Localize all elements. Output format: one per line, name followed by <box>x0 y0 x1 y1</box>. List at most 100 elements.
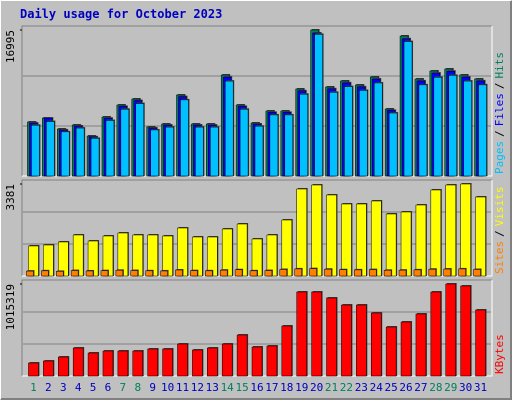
bar <box>400 211 412 277</box>
bar <box>87 352 99 377</box>
bar <box>56 271 64 277</box>
bar <box>90 138 100 177</box>
bar <box>41 270 49 277</box>
x-tick-label: 31 <box>474 381 487 394</box>
bar <box>403 41 413 177</box>
bar <box>26 270 34 277</box>
bar <box>175 269 183 277</box>
bar <box>205 270 213 277</box>
bar <box>279 269 288 277</box>
bar <box>326 297 337 377</box>
bar <box>460 183 471 277</box>
x-tick-label: 6 <box>105 381 112 394</box>
bar <box>100 270 109 277</box>
bar <box>147 348 158 377</box>
bar <box>385 326 397 377</box>
legend-separator: / <box>493 130 506 137</box>
legend-separator: / <box>493 83 506 90</box>
x-tick-label: 4 <box>75 381 82 394</box>
bar <box>445 283 456 377</box>
bar <box>160 270 168 277</box>
x-tick-label: 8 <box>134 381 141 394</box>
bar <box>236 334 248 377</box>
bar <box>162 348 173 377</box>
bar <box>105 120 115 177</box>
bar <box>135 103 145 177</box>
bar <box>224 80 234 177</box>
bar <box>115 270 124 277</box>
panel-bevel <box>21 25 492 176</box>
bar <box>311 184 322 277</box>
bar <box>398 269 407 277</box>
x-tick-label: 29 <box>444 381 457 394</box>
bar <box>195 126 204 177</box>
bar <box>473 269 481 277</box>
bar <box>221 343 233 377</box>
bar <box>165 126 174 177</box>
chart-title: Daily usage for October 2023 <box>20 7 222 21</box>
bar <box>324 268 332 277</box>
bar <box>314 34 323 177</box>
bar <box>430 291 442 377</box>
bar <box>344 86 353 177</box>
bar <box>415 313 427 377</box>
bar <box>463 80 472 177</box>
y-tick-label: 3381 <box>4 184 17 211</box>
bar <box>207 347 218 377</box>
x-tick-label: 26 <box>399 381 412 394</box>
bar <box>75 127 85 177</box>
bar <box>433 77 443 177</box>
bar <box>428 268 437 277</box>
bar <box>341 304 352 377</box>
x-tick-label: 2 <box>45 381 52 394</box>
legend-entry: KBytes <box>493 334 506 374</box>
legend-entry: Visits <box>493 187 506 227</box>
x-tick-label: 28 <box>429 381 442 394</box>
bar <box>356 203 367 277</box>
bar <box>445 184 456 277</box>
bar <box>61 131 70 177</box>
bar <box>266 345 278 377</box>
bar <box>284 114 294 177</box>
bar <box>370 312 382 377</box>
bar <box>281 219 293 277</box>
bar <box>458 268 466 277</box>
y-tick-label: 16995 <box>4 30 17 63</box>
legend-entry: Files <box>493 93 506 126</box>
bar <box>234 269 243 277</box>
bar <box>219 269 228 277</box>
bar <box>354 269 362 277</box>
legend-entry: Pages <box>493 141 506 174</box>
bar <box>58 356 69 377</box>
x-tick-label: 25 <box>385 381 398 394</box>
legend: KBytes <box>493 334 506 374</box>
bar <box>192 349 203 377</box>
bar <box>72 347 84 377</box>
bar <box>388 112 398 177</box>
bar <box>236 223 248 277</box>
x-tick-label: 23 <box>355 381 368 394</box>
bar <box>413 269 422 277</box>
legend: Pages / Files / Hits <box>493 52 506 174</box>
bar <box>385 213 397 277</box>
panel-bevel <box>21 279 492 376</box>
x-tick-label: 9 <box>149 381 156 394</box>
bar <box>130 270 139 277</box>
bar <box>85 270 94 277</box>
bar <box>415 204 427 277</box>
bar <box>370 200 382 277</box>
bar <box>177 227 188 277</box>
x-tick-label: 5 <box>90 381 97 394</box>
bar <box>294 268 302 277</box>
x-tick-label: 21 <box>325 381 338 394</box>
x-tick-label: 30 <box>459 381 472 394</box>
bar <box>264 270 273 277</box>
bar <box>254 125 264 177</box>
x-tick-label: 20 <box>310 381 323 394</box>
bar <box>475 196 486 277</box>
bar <box>150 129 159 177</box>
x-tick-label: 3 <box>60 381 67 394</box>
bar <box>356 304 367 377</box>
x-tick-label: 1 <box>30 381 37 394</box>
